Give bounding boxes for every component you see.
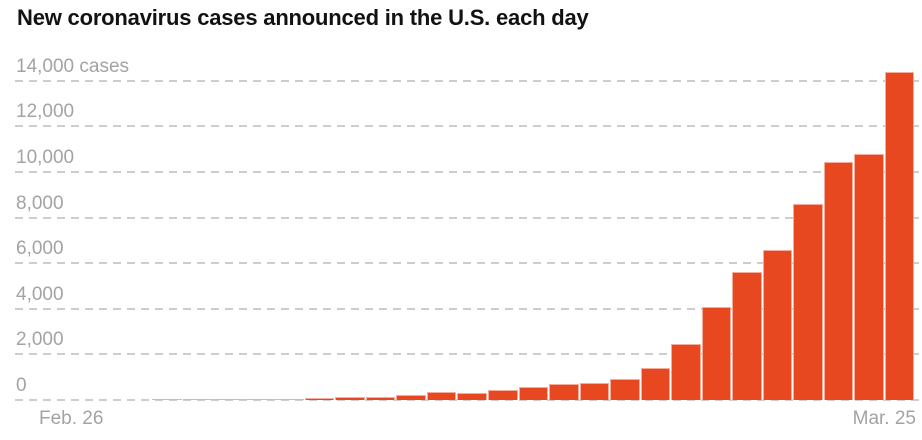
bar-mar-10 <box>426 392 457 400</box>
bar-mar-2 <box>182 399 213 400</box>
bar-mar-17 <box>640 368 671 400</box>
bar-mar-20 <box>732 271 762 400</box>
y-axis-tick-label-4000: 4,000 <box>16 283 64 305</box>
bar-mar-8 <box>365 397 396 400</box>
bar-mar-23 <box>823 161 854 400</box>
x-axis-start-date-label: Feb. 26 <box>39 408 104 429</box>
bar-mar-21 <box>762 249 793 400</box>
bar-mar-25 <box>884 71 915 400</box>
y-axis-tick-label-0: 0 <box>16 375 27 396</box>
x-axis-end-date-label: Mar. 25 <box>852 408 916 429</box>
gridline-8000 <box>15 216 922 219</box>
bar-mar-14 <box>549 383 579 400</box>
y-axis-tick-label-14000: 14,000 cases <box>16 55 130 77</box>
bar-mar-19 <box>701 306 732 400</box>
bar-mar-24 <box>854 153 884 400</box>
bar-mar-22 <box>793 203 823 400</box>
bar-mar-3 <box>213 399 243 400</box>
y-axis-tick-label-6000: 6,000 <box>16 238 64 260</box>
bar-mar-11 <box>457 392 487 400</box>
bar-mar-6 <box>304 398 335 400</box>
bar-mar-5 <box>274 398 304 400</box>
y-axis-tick-label-10000: 10,000 <box>16 147 75 168</box>
bar-mar-16 <box>610 379 640 400</box>
bar-mar-4 <box>243 399 274 400</box>
bar-mar-9 <box>396 395 426 400</box>
chart-title: New coronavirus cases announced in the U… <box>17 5 589 30</box>
gridline-14000 <box>15 79 922 82</box>
bar-mar-18 <box>671 343 701 400</box>
bar-mar-13 <box>518 386 549 400</box>
gridline-6000 <box>15 262 922 265</box>
bar-mar-12 <box>488 390 518 400</box>
y-axis-tick-label-8000: 8,000 <box>16 192 64 214</box>
gridline-2000 <box>15 353 922 356</box>
gridline-4000 <box>15 307 922 310</box>
gridline-10000 <box>15 171 922 173</box>
y-axis-tick-label-2000: 2,000 <box>16 329 64 351</box>
gridline-0 <box>15 399 922 401</box>
bar-mar-1 <box>152 399 182 400</box>
bar-mar-15 <box>579 383 610 400</box>
bar-mar-7 <box>335 397 365 400</box>
y-axis-tick-label-12000: 12,000 <box>16 101 75 123</box>
gridline-12000 <box>15 125 922 128</box>
